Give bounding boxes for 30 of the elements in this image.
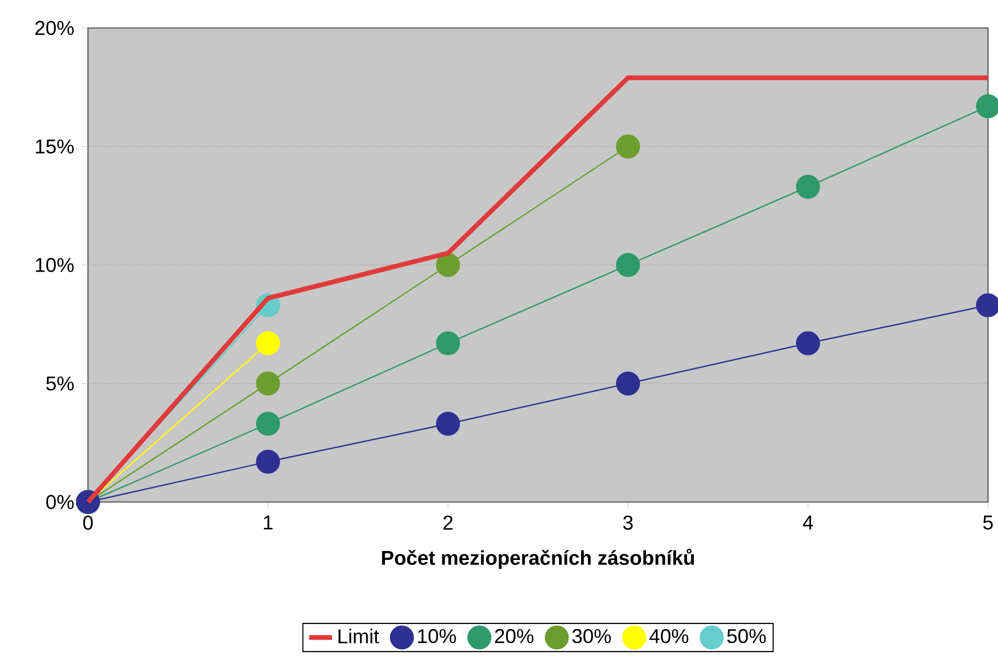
point	[436, 331, 460, 356]
x-tick-label: 2	[443, 516, 453, 530]
x-tick-label: 5	[983, 516, 993, 530]
x-axis-title: Počet mezioperačních zásobníků	[382, 548, 694, 569]
point	[256, 450, 280, 474]
y-tick-label: 20%	[35, 20, 74, 36]
x-tick-label: 0	[83, 516, 93, 530]
y-tick-label: 15%	[36, 139, 74, 154]
point	[256, 331, 280, 356]
x-tick-label: 1	[264, 516, 273, 530]
legend-label: 40%	[649, 629, 688, 644]
legend-label: 10%	[418, 629, 456, 644]
legend-label: 30%	[572, 629, 611, 644]
y-tick-label: 5%	[46, 376, 74, 391]
y-tick-label: 0%	[46, 494, 74, 510]
legend-label: 50%	[727, 629, 766, 644]
point	[256, 372, 280, 396]
legend-label: Limit	[338, 628, 380, 644]
x-tick-label: 3	[623, 516, 633, 530]
point	[616, 252, 640, 278]
point	[256, 412, 280, 436]
point	[796, 174, 820, 199]
point	[436, 412, 460, 436]
point	[616, 134, 640, 159]
point	[436, 252, 460, 278]
legend-label: 20%	[495, 629, 534, 644]
y-tick-label: 10%	[36, 258, 74, 272]
x-tick-label: 4	[802, 516, 813, 530]
point	[796, 331, 820, 356]
point	[616, 372, 640, 396]
